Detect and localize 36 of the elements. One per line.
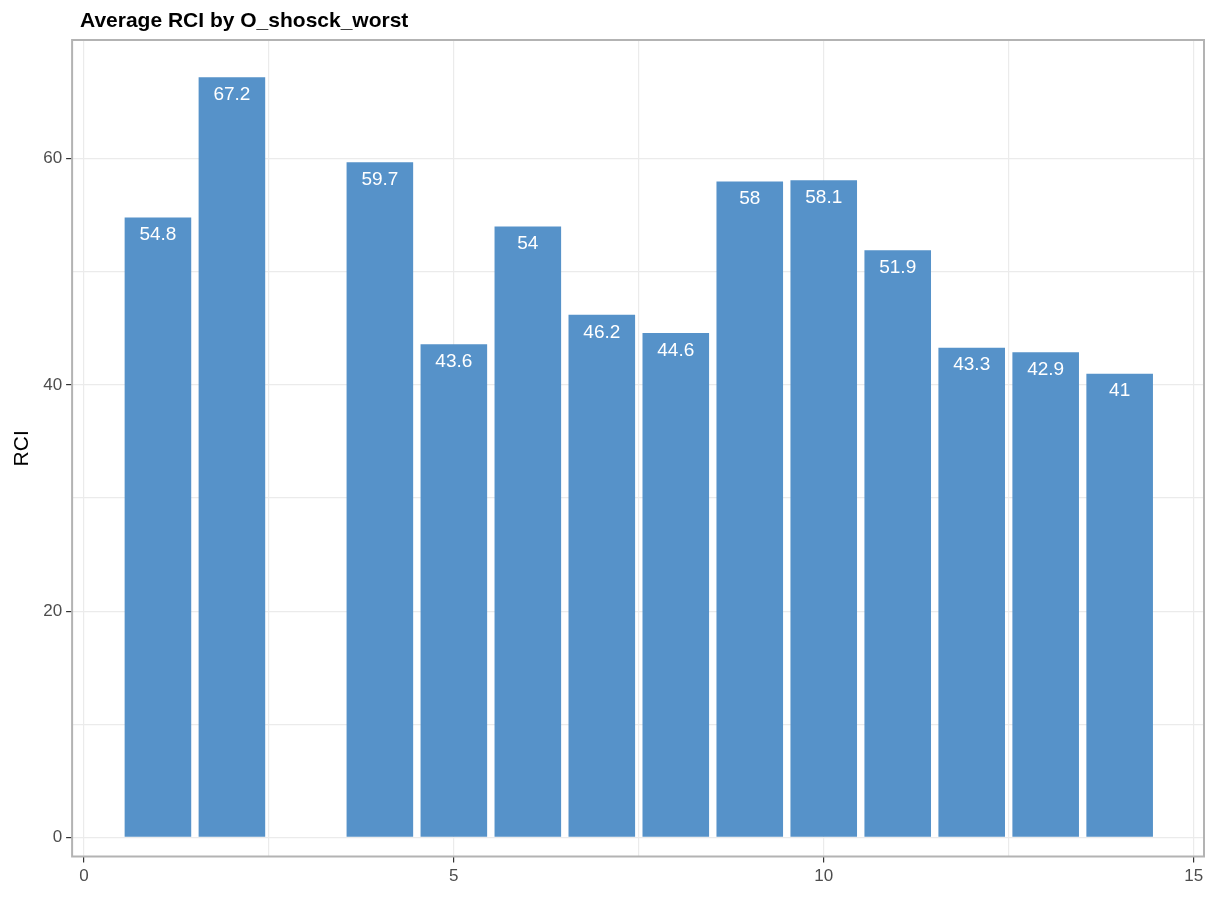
data-label: 41 bbox=[1109, 379, 1131, 401]
data-label: 46.2 bbox=[583, 320, 621, 342]
data-label: 43.3 bbox=[953, 353, 991, 375]
x-tick-label: 15 bbox=[1184, 866, 1204, 886]
bar bbox=[420, 344, 488, 837]
bar bbox=[494, 226, 562, 837]
x-tick-label: 0 bbox=[79, 866, 89, 886]
y-tick-label: 40 bbox=[43, 374, 63, 394]
bar bbox=[346, 162, 414, 837]
bar bbox=[642, 332, 710, 837]
x-tick-label: 5 bbox=[449, 866, 459, 886]
data-label: 67.2 bbox=[213, 83, 251, 105]
chart-title: Average RCI by O_shosck_worst bbox=[80, 8, 409, 32]
x-tick-label: 10 bbox=[814, 866, 834, 886]
data-label: 54 bbox=[517, 232, 539, 254]
data-label: 44.6 bbox=[657, 338, 695, 360]
bar bbox=[198, 77, 266, 837]
data-label: 51.9 bbox=[879, 256, 917, 278]
bar bbox=[716, 181, 784, 837]
data-label: 43.6 bbox=[435, 349, 473, 371]
y-tick-label: 60 bbox=[43, 148, 63, 168]
bar bbox=[790, 180, 858, 837]
data-label: 42.9 bbox=[1027, 357, 1065, 379]
bar bbox=[124, 217, 192, 837]
bar bbox=[1086, 373, 1153, 837]
data-label: 54.8 bbox=[139, 223, 177, 245]
bar bbox=[864, 250, 932, 837]
data-label: 58 bbox=[739, 187, 761, 209]
bar bbox=[1012, 352, 1079, 837]
bar bbox=[568, 314, 636, 837]
y-axis-title: RCI bbox=[9, 430, 33, 467]
y-tick-label: 20 bbox=[43, 600, 63, 620]
data-label: 58.1 bbox=[805, 185, 843, 207]
bar bbox=[938, 347, 1005, 837]
y-tick-label: 0 bbox=[52, 827, 63, 847]
data-label: 59.7 bbox=[361, 167, 399, 189]
